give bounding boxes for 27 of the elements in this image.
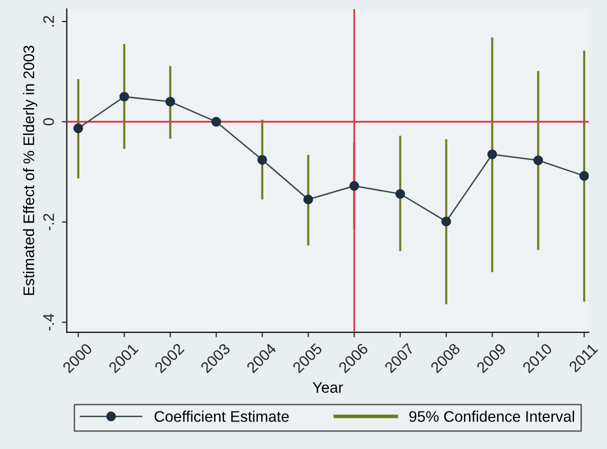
point <box>211 116 222 127</box>
point <box>487 149 498 160</box>
bar <box>77 79 80 178</box>
y-tick-label: 0 <box>43 118 54 126</box>
y-tick-label: -.2 <box>43 214 54 230</box>
y-tick-label: .2 <box>43 16 54 26</box>
point <box>395 189 406 199</box>
bar <box>491 38 494 272</box>
bar <box>445 139 448 304</box>
point <box>441 216 452 226</box>
point <box>579 171 589 181</box>
y-tick-label: -.4 <box>43 314 54 330</box>
point <box>303 194 314 204</box>
bar <box>261 120 264 200</box>
point <box>257 154 268 165</box>
point <box>73 123 84 134</box>
legend-label: 95% Confidence Interval <box>409 410 574 422</box>
bar <box>583 50 586 302</box>
bar <box>399 136 402 252</box>
legend-label: Coefficient Estimate <box>154 410 289 422</box>
point <box>119 92 130 102</box>
bar <box>537 71 540 250</box>
point <box>165 96 176 107</box>
point <box>533 155 544 166</box>
x-axis-title: Year <box>312 382 343 393</box>
y-axis-title: Estimated Effect of % Elderly in 2003 <box>23 46 38 295</box>
point <box>349 181 360 191</box>
